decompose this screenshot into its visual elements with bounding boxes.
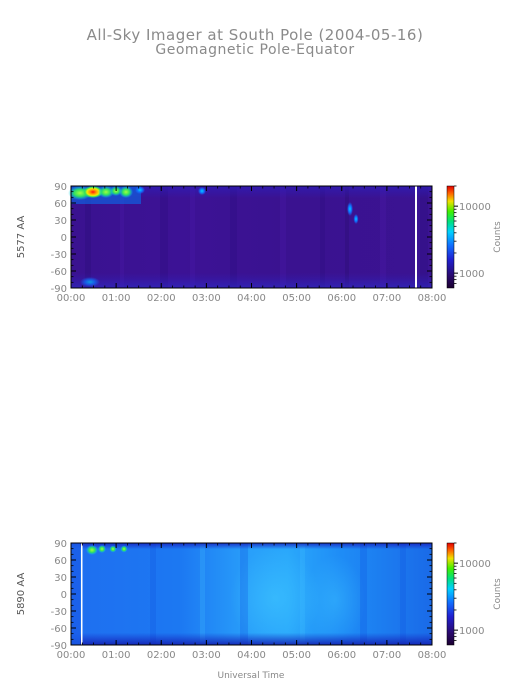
x-tick-label: 01:00 <box>102 650 131 661</box>
y-tick-label: -60 <box>51 267 67 278</box>
y-tick-label: 0 <box>61 233 67 244</box>
colorbar-label: Counts <box>493 578 503 610</box>
y-tick-label: 60 <box>54 556 67 567</box>
x-axis-label: Universal Time <box>218 671 285 680</box>
chart-subtitle: Geomagnetic Pole-Equator <box>155 42 355 58</box>
y-tick-label: -30 <box>51 607 67 618</box>
y-tick-label: -60 <box>51 624 67 635</box>
colorbar-tick-label: 1000 <box>459 626 484 637</box>
x-tick-label: 00:00 <box>57 293 86 304</box>
panel-5890 <box>70 542 433 648</box>
x-tick-label: 04:00 <box>237 650 266 661</box>
x-tick-label: 03:00 <box>192 650 221 661</box>
x-tick-label: 03:00 <box>192 293 221 304</box>
x-tick-label: 08:00 <box>418 293 447 304</box>
y-tick-label: -30 <box>51 250 67 261</box>
aurora-feature-0615 <box>347 202 353 216</box>
colorbar-5890 <box>446 542 455 646</box>
y-tick-label: -90 <box>51 284 67 295</box>
y-tick-label: 90 <box>54 182 67 193</box>
chart-title: All-Sky Imager at South Pole (2004-05-16… <box>86 26 424 44</box>
colorbar-tick-label: 10000 <box>459 559 491 570</box>
x-tick-label: 05:00 <box>282 650 311 661</box>
x-tick-label: 02:00 <box>147 293 176 304</box>
colorbar-5577 <box>446 185 455 289</box>
colorbar-tick-label: 1000 <box>459 269 484 280</box>
x-tick-label: 05:00 <box>282 293 311 304</box>
colorbar-label: Counts <box>493 221 503 253</box>
x-tick-label: 07:00 <box>372 650 401 661</box>
aurora-hot-spot <box>83 186 103 198</box>
x-tick-label: 01:00 <box>102 293 131 304</box>
y-tick-label: 30 <box>54 573 67 584</box>
colorbar-tick-label: 10000 <box>459 202 491 213</box>
x-tick-label: 06:00 <box>327 293 356 304</box>
x-tick-label: 06:00 <box>327 650 356 661</box>
airglow-spot <box>86 545 98 555</box>
x-tick-label: 02:00 <box>147 650 176 661</box>
y-tick-label: 0 <box>61 590 67 601</box>
x-tick-label: 07:00 <box>372 293 401 304</box>
x-tick-label: 08:00 <box>418 650 447 661</box>
y-tick-label: 60 <box>54 199 67 210</box>
y-axis-label: 5577 AA <box>16 216 27 259</box>
y-tick-label: -90 <box>51 641 67 652</box>
y-axis-label: 5890 AA <box>16 573 27 616</box>
x-tick-label: 00:00 <box>57 650 86 661</box>
y-tick-label: 30 <box>54 216 67 227</box>
y-tick-label: 90 <box>54 539 67 550</box>
x-tick-label: 04:00 <box>237 293 266 304</box>
panel-5577 <box>68 185 433 289</box>
